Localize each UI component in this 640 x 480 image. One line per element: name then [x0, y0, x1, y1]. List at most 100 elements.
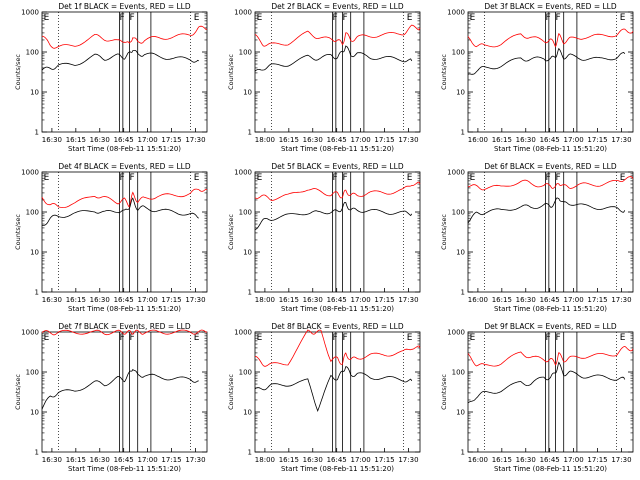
y-tick-label: 1000: [21, 329, 39, 337]
events-series-line: [254, 45, 413, 72]
x-tick-label: 17:15: [374, 456, 394, 464]
y-tick-label: 10: [30, 249, 39, 257]
panel-title: Det 5f BLACK = Events, RED = LLD: [271, 162, 404, 171]
marker-f: F: [546, 13, 551, 23]
y-tick-label: 10: [30, 409, 39, 417]
panel-title: Det 6f BLACK = Events, RED = LLD: [484, 162, 617, 171]
plot-frame: [254, 331, 421, 453]
marker-e: E: [620, 333, 626, 343]
marker-e: E: [194, 333, 200, 343]
events-series-line: [467, 361, 626, 404]
x-tick-label: 17:00: [138, 296, 158, 304]
plot-frame: [254, 11, 421, 133]
y-axis-label: Counts/sec: [440, 214, 448, 250]
panel-1: Det 1f BLACK = Events, RED = LLD 1 10 100 10…: [14, 2, 208, 153]
panel-7: Det 7f BLACK = Events, RED = LLD 1 10 100 10…: [14, 322, 208, 473]
panel-4: Det 4f BLACK = Events, RED = LLD 1 10 100 10…: [14, 162, 208, 313]
marker-f: F: [546, 173, 551, 183]
x-tick-label: 18:00: [255, 296, 275, 304]
plot-frame: [41, 11, 208, 133]
x-tick-label: 16:15: [279, 296, 299, 304]
panel-title: Det 1f BLACK = Events, RED = LLD: [58, 2, 191, 11]
x-tick-label: 17:15: [161, 136, 181, 144]
y-tick-label: 1000: [447, 329, 465, 337]
panel-6: Det 6f BLACK = Events, RED = LLD 1 10 100 10…: [440, 162, 634, 313]
marker-e: E: [407, 173, 413, 183]
y-tick-label: 100: [452, 209, 465, 217]
y-tick-label: 10: [456, 249, 465, 257]
lld-series-line: [467, 345, 634, 367]
y-tick-label: 1: [461, 449, 465, 457]
marker-e: E: [44, 173, 50, 183]
x-axis-label: Start Time (08-Feb-11 15:51:20): [281, 305, 394, 313]
x-tick-label: 17:30: [398, 456, 418, 464]
y-tick-label: 10: [243, 249, 252, 257]
events-series-line: [254, 202, 413, 230]
plot-frame: [467, 171, 634, 293]
marker-f: F: [120, 173, 125, 183]
lld-series-line: [41, 188, 208, 209]
marker-f: F: [555, 333, 560, 343]
x-tick-label: 17:30: [185, 296, 205, 304]
x-tick-label: 16:30: [90, 136, 110, 144]
lld-series-line: [41, 25, 208, 49]
y-tick-label: 1000: [234, 329, 252, 337]
y-tick-label: 1: [35, 449, 39, 457]
y-tick-label: 100: [239, 369, 252, 377]
y-tick-label: 100: [26, 369, 39, 377]
lld-series-line: [254, 24, 421, 47]
y-tick-label: 1: [461, 129, 465, 137]
plot-frame: [467, 11, 634, 133]
x-tick-label: 16:15: [66, 296, 86, 304]
x-tick-label: 16:15: [66, 136, 86, 144]
marker-f: F: [555, 173, 560, 183]
events-series-line: [41, 368, 199, 410]
marker-f: F: [333, 333, 338, 343]
x-tick-label: 17:15: [374, 136, 394, 144]
panel-title: Det 8f BLACK = Events, RED = LLD: [271, 322, 404, 331]
y-axis-label: Counts/sec: [440, 54, 448, 90]
x-tick-label: 17:30: [185, 136, 205, 144]
x-tick-label: 16:30: [42, 136, 62, 144]
x-tick-label: 16:45: [540, 296, 560, 304]
y-tick-label: 10: [30, 89, 39, 97]
panel-title: Det 3f BLACK = Events, RED = LLD: [484, 2, 617, 11]
y-tick-label: 1: [248, 289, 252, 297]
panel-2: Det 2f BLACK = Events, RED = LLD 1 10 100 10…: [227, 2, 421, 153]
x-tick-label: 16:45: [114, 456, 134, 464]
plot-frame: [41, 171, 208, 293]
y-tick-label: 100: [239, 209, 252, 217]
plot-frame: [467, 331, 634, 453]
x-tick-label: 16:45: [327, 136, 347, 144]
x-tick-label: 16:45: [327, 296, 347, 304]
panel-title: Det 7f BLACK = Events, RED = LLD: [58, 322, 191, 331]
events-series-line: [254, 366, 413, 413]
lld-series-line: [467, 176, 634, 191]
events-series-line: [41, 197, 199, 226]
x-axis-label: Start Time (08-Feb-11 15:51:20): [281, 145, 394, 153]
marker-f: F: [333, 173, 338, 183]
x-tick-label: 16:30: [42, 456, 62, 464]
y-axis-label: Counts/sec: [14, 374, 22, 410]
y-tick-label: 1: [248, 129, 252, 137]
y-tick-label: 1: [35, 289, 39, 297]
x-tick-label: 16:15: [279, 456, 299, 464]
y-tick-label: 1: [35, 129, 39, 137]
y-axis-label: Counts/sec: [227, 214, 235, 250]
marker-e: E: [407, 333, 413, 343]
x-tick-label: 17:30: [398, 136, 418, 144]
y-tick-label: 1: [248, 449, 252, 457]
x-tick-label: 17:15: [161, 296, 181, 304]
x-tick-label: 16:30: [303, 456, 323, 464]
y-axis-label: Counts/sec: [227, 374, 235, 410]
x-tick-label: 17:30: [611, 456, 631, 464]
x-tick-label: 17:00: [351, 456, 371, 464]
x-tick-label: 16:30: [303, 136, 323, 144]
x-axis-label: Start Time (08-Feb-11 15:51:20): [494, 465, 607, 473]
x-tick-label: 16:45: [114, 296, 134, 304]
marker-f: F: [129, 333, 134, 343]
x-tick-label: 17:30: [185, 456, 205, 464]
marker-e: E: [470, 173, 476, 183]
x-tick-label: 17:00: [138, 136, 158, 144]
y-tick-label: 100: [26, 49, 39, 57]
